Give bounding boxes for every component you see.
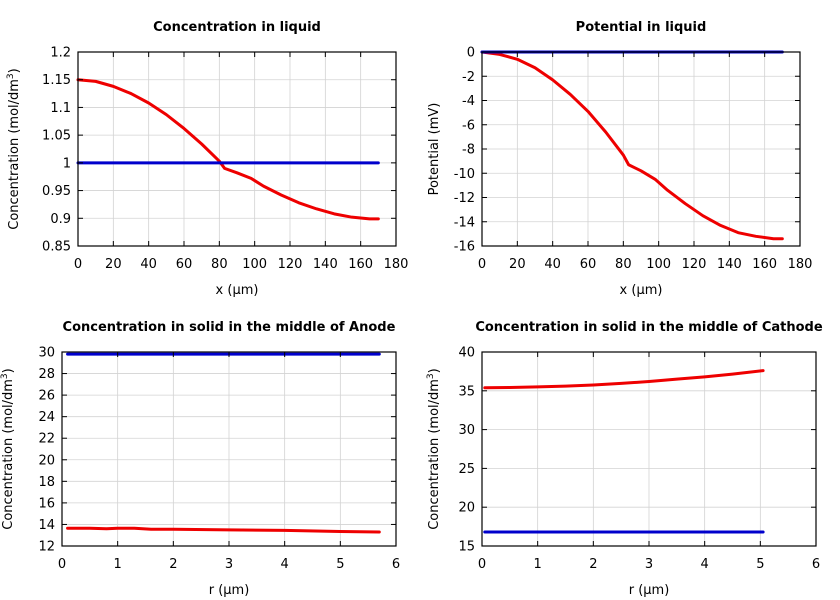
chart-title: Concentration in solid in the middle of … — [475, 320, 823, 335]
x-tick-label: 3 — [225, 557, 233, 572]
y-tick-label: 30 — [38, 346, 55, 361]
y-tick-label: 30 — [458, 423, 475, 438]
x-tick-label: 0 — [74, 257, 82, 272]
x-tick-label: 120 — [278, 257, 303, 272]
x-tick-label: 160 — [752, 257, 777, 272]
y-tick-label: 22 — [38, 432, 55, 447]
x-tick-label: 6 — [812, 557, 820, 572]
x-axis-label: x (µm) — [620, 283, 663, 298]
x-tick-label: 180 — [384, 257, 409, 272]
x-tick-label: 3 — [645, 557, 653, 572]
y-tick-label: -8 — [462, 143, 475, 158]
x-axis-label: r (µm) — [629, 583, 670, 598]
y-tick-label: 12 — [38, 540, 55, 555]
chart-concentration-in-liquid: 0 20 40 60 80 100 120 140 160 180 0.85 0.9 0.95 1 1.05… — [6, 20, 408, 298]
y-axis-label: Concentration (mol/dm3) — [426, 368, 442, 530]
x-tick-label: 60 — [176, 257, 193, 272]
chart-potential-in-liquid: 0 20 40 60 80 100 120 140 160 180 0 -2 -4 -6 -8 -10 -12 -… — [427, 20, 812, 298]
y-tick-label: 20 — [458, 501, 475, 516]
y-tick-label: 1 — [63, 156, 71, 171]
y-tick-label: 0.95 — [42, 184, 71, 199]
y-tick-label: 28 — [38, 367, 55, 382]
series-line-0 — [66, 526, 381, 534]
x-tick-label: 120 — [682, 257, 707, 272]
x-tick-label: 6 — [392, 557, 400, 572]
chart-title: Concentration in liquid — [153, 20, 321, 35]
x-tick-label: 1 — [534, 557, 542, 572]
y-axis-label: Potential (mV) — [427, 103, 442, 196]
x-tick-label: 4 — [701, 557, 709, 572]
x-tick-label: 160 — [348, 257, 373, 272]
y-tick-label: 14 — [38, 518, 55, 533]
y-tick-label: 1.15 — [42, 73, 71, 88]
x-tick-label: 40 — [140, 257, 157, 272]
x-axis-label: r (µm) — [209, 583, 250, 598]
series-line-0 — [480, 50, 784, 241]
y-tick-label: 1.05 — [42, 129, 71, 144]
x-axis-label: x (µm) — [216, 283, 259, 298]
x-tick-label: 1 — [114, 557, 122, 572]
x-tick-label: 40 — [544, 257, 561, 272]
x-tick-label: 4 — [281, 557, 289, 572]
chart-title: Concentration in solid in the middle of … — [63, 320, 396, 335]
x-tick-label: 80 — [615, 257, 632, 272]
y-tick-label: 0.9 — [50, 212, 71, 227]
y-axis-label: Concentration (mol/dm3) — [6, 68, 22, 230]
y-tick-label: 35 — [458, 384, 475, 399]
y-tick-label: 0.85 — [42, 240, 71, 255]
x-tick-label: 100 — [242, 257, 267, 272]
y-tick-label: 25 — [458, 462, 475, 477]
y-tick-label: 24 — [38, 410, 55, 425]
y-tick-label: -16 — [454, 240, 475, 255]
y-tick-label: 0 — [467, 46, 475, 61]
y-tick-label: -2 — [462, 70, 475, 85]
y-tick-label: 18 — [38, 475, 55, 490]
series-line-0 — [483, 369, 765, 390]
x-tick-label: 140 — [313, 257, 338, 272]
y-tick-label: 15 — [458, 540, 475, 555]
y-tick-label: 26 — [38, 389, 55, 404]
x-tick-label: 60 — [580, 257, 597, 272]
x-tick-label: 5 — [336, 557, 344, 572]
chart-title: Potential in liquid — [576, 20, 707, 35]
y-tick-label: 16 — [38, 496, 55, 511]
x-tick-label: 0 — [58, 557, 66, 572]
x-tick-label: 140 — [717, 257, 742, 272]
y-tick-label: -10 — [454, 167, 475, 182]
y-axis-label: Concentration (mol/dm3) — [0, 368, 16, 530]
y-tick-label: -12 — [454, 191, 475, 206]
y-tick-label: -6 — [462, 118, 475, 133]
plot-frame — [77, 51, 397, 247]
x-tick-label: 100 — [646, 257, 671, 272]
y-tick-label: -14 — [454, 215, 475, 230]
series-line-0 — [76, 78, 380, 221]
y-tick-label: 1.1 — [50, 101, 71, 116]
x-tick-label: 20 — [105, 257, 122, 272]
x-tick-label: 2 — [589, 557, 597, 572]
y-tick-label: 40 — [458, 346, 475, 361]
x-tick-label: 2 — [169, 557, 177, 572]
y-tick-label: 20 — [38, 453, 55, 468]
x-tick-label: 20 — [509, 257, 526, 272]
x-tick-label: 80 — [211, 257, 228, 272]
y-tick-label: -4 — [462, 94, 475, 109]
x-tick-label: 5 — [756, 557, 764, 572]
x-tick-label: 0 — [478, 257, 486, 272]
y-tick-label: 1.2 — [50, 46, 71, 61]
chart-solid-anode: 0 1 2 3 4 5 612141618202224262830Concentration… — [0, 320, 400, 598]
x-tick-label: 180 — [788, 257, 813, 272]
x-tick-label: 0 — [478, 557, 486, 572]
